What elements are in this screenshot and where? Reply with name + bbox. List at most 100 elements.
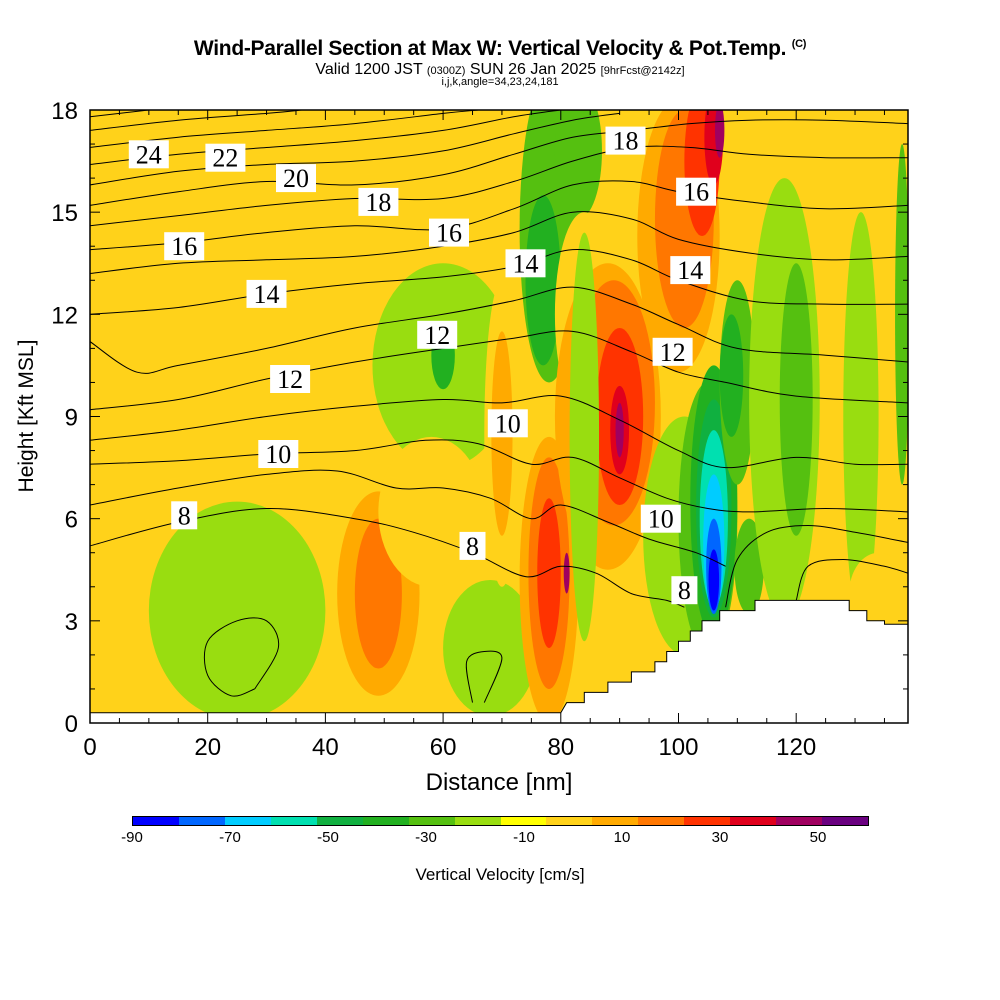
contour-label-box [605, 126, 646, 155]
contour-label-box [459, 531, 486, 560]
contour-label-text: 14 [254, 280, 280, 309]
colorbar-swatch-13 [730, 817, 777, 825]
contour-label-box [670, 256, 711, 285]
velocity-region-2 [713, 110, 879, 168]
contour-label-2: 20 [276, 164, 316, 193]
contour-labels: 24 22 20 18 18 16 16 16 14 14 14 12 12 12 10 10 10 8 8 8 [128, 126, 717, 605]
colorbar-swatch-4 [316, 817, 363, 825]
velocity-region-31 [569, 232, 600, 642]
contour-label-13: 12 [652, 337, 693, 367]
contour-label-text: 14 [677, 256, 703, 285]
contour-label-4: 18 [605, 126, 646, 156]
colorbar-tick-50: 50 [809, 829, 827, 846]
velocity-region-42 [734, 518, 764, 615]
terrain-outline [90, 599, 908, 714]
contour-label-7: 16 [676, 177, 717, 207]
axes: 0 20 40 60 80 100 120 0 3 6 9 12 15 18 [51, 98, 909, 761]
theta-contour-17-9 [90, 145, 908, 227]
theta-contour-18-10 [90, 119, 908, 206]
contour-label-text: 18 [613, 127, 639, 156]
y-tick-label-18: 18 [51, 98, 78, 125]
contour-label-12: 12 [270, 365, 311, 394]
contour-label-box [205, 143, 246, 172]
contour-label-box [676, 177, 717, 206]
velocity-region-19 [537, 498, 561, 649]
y-tick-label-6: 6 [65, 507, 78, 534]
contour-label-19: 8 [671, 576, 698, 605]
contour-label-10: 14 [670, 256, 711, 285]
contour-label-text: 12 [424, 321, 450, 350]
y-tick-label-3: 3 [65, 609, 78, 636]
theta-contour-7-17 [465, 650, 503, 703]
theta-contour-16-8 [90, 180, 908, 251]
y-tick-label-0: 0 [65, 711, 78, 738]
theta-contour-7-18 [725, 524, 908, 608]
colorbar-tick--30: -30 [415, 829, 437, 846]
contour-label-text: 20 [283, 164, 309, 193]
velocity-region-44 [779, 263, 813, 536]
theta-contour-20-11 [90, 112, 620, 186]
x-tick-label-120: 120 [776, 734, 816, 761]
x-tick-label-100: 100 [658, 734, 698, 761]
theta-contour-7-16 [203, 617, 280, 697]
colorbar-tick-30: 30 [711, 829, 729, 846]
contour-label-box [276, 164, 316, 193]
colorbar-swatch-15 [822, 817, 868, 825]
contour-label-box [358, 187, 399, 216]
contour-label-11: 12 [417, 320, 458, 350]
colorbar-tick--50: -50 [317, 829, 339, 846]
theta-contour-7-19 [795, 558, 908, 601]
contour-label-text: 8 [678, 576, 691, 605]
copyright-mark: (C) [791, 38, 807, 50]
velocity-region-14 [525, 195, 561, 366]
contour-label-0: 24 [128, 140, 169, 169]
theta-contour-22-12 [90, 110, 561, 165]
velocity-region-25 [615, 402, 624, 458]
theta-contour-9-1 [90, 469, 726, 567]
contour-label-box [505, 249, 546, 278]
contour-label-box [270, 365, 311, 393]
contour-label-text: 22 [212, 144, 238, 173]
contour-label-text: 16 [171, 232, 197, 261]
colorbar-swatch-1 [178, 817, 225, 825]
contour-label-text: 10 [265, 440, 291, 469]
contour-label-box [128, 140, 169, 169]
colorbar-swatch-0 [133, 817, 179, 825]
velocity-shading [148, 110, 908, 723]
contour-label-6: 16 [429, 218, 469, 248]
theta-contour-15-7 [90, 211, 908, 274]
x-tick-label-40: 40 [312, 734, 339, 761]
contour-label-1: 22 [205, 143, 246, 173]
velocity-region-20 [563, 552, 570, 594]
colorbar-tick-10: 10 [613, 829, 631, 846]
colorbar [132, 816, 869, 826]
velocity-region-45 [843, 212, 879, 621]
theta-contour-11-3 [90, 395, 908, 469]
x-tick-label-0: 0 [83, 734, 96, 761]
contour-label-box [487, 409, 528, 438]
colorbar-swatch-10 [592, 817, 639, 825]
velocity-region-1 [190, 232, 249, 342]
contour-label-16: 10 [640, 504, 681, 534]
contour-label-box [246, 279, 287, 308]
velocity-region-7 [443, 579, 538, 717]
velocity-region-30 [714, 110, 725, 158]
colorbar-swatch-8 [500, 817, 547, 825]
velocity-region-9 [378, 436, 485, 587]
colorbar-tick--70: -70 [219, 829, 241, 846]
contour-label-box [258, 440, 299, 468]
contour-label-text: 10 [648, 505, 674, 534]
theta-contour-26-14 [90, 110, 302, 131]
colorbar-swatch-5 [362, 817, 409, 825]
theta-contours [90, 110, 908, 703]
y-tick-label-9: 9 [65, 405, 78, 432]
colorbar-swatch-9 [546, 817, 593, 825]
chart-subtitle: Valid 1200 JST (0300Z) SUN 26 Jan 2025 [… [315, 61, 685, 78]
contour-label-text: 12 [277, 365, 303, 394]
contour-label-9: 14 [505, 249, 546, 278]
contour-label-15: 10 [258, 440, 299, 469]
contour-label-5: 16 [164, 232, 205, 261]
contour-label-text: 14 [513, 249, 539, 278]
colorbar-swatch-11 [638, 817, 685, 825]
